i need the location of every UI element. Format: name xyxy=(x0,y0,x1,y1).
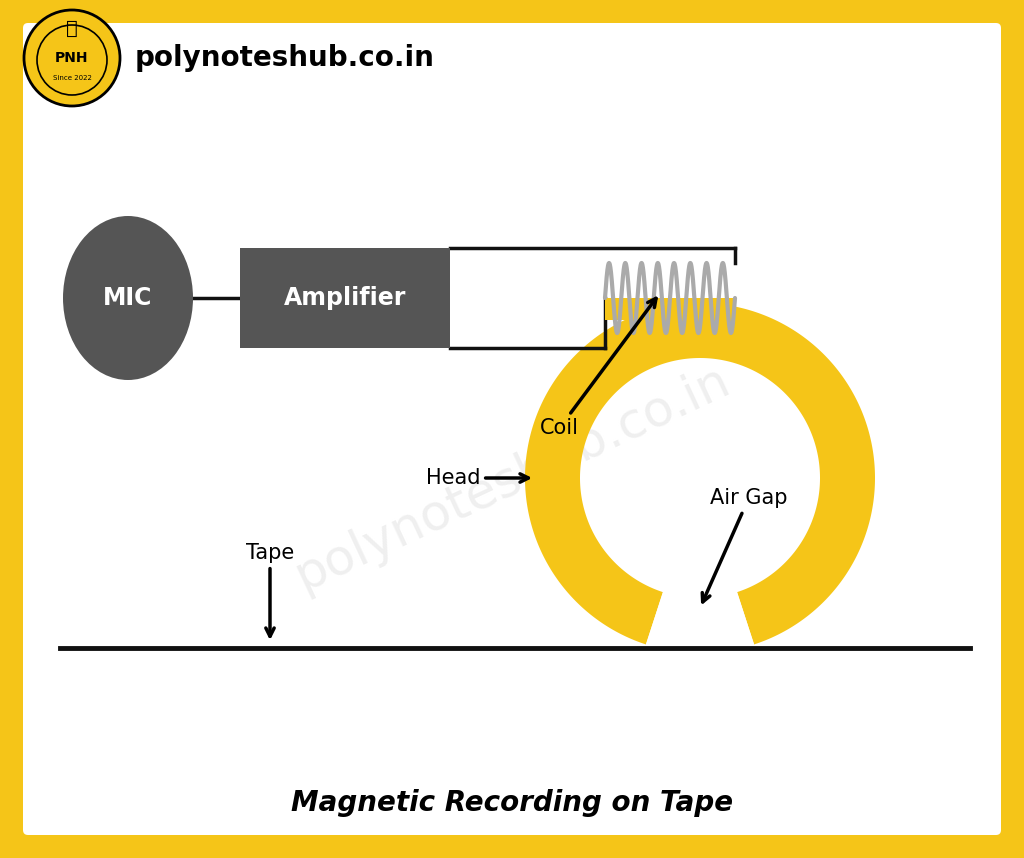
Circle shape xyxy=(24,10,120,106)
Text: Amplifier: Amplifier xyxy=(284,286,407,310)
Text: Tape: Tape xyxy=(246,543,294,637)
Text: Air Gap: Air Gap xyxy=(702,488,787,602)
Text: Magnetic Recording on Tape: Magnetic Recording on Tape xyxy=(291,789,733,817)
Text: Head: Head xyxy=(426,468,528,488)
Text: MIC: MIC xyxy=(103,286,153,310)
Text: PNH: PNH xyxy=(55,51,89,65)
FancyBboxPatch shape xyxy=(23,23,1001,835)
Ellipse shape xyxy=(63,216,193,380)
FancyBboxPatch shape xyxy=(240,248,450,348)
Text: Coil: Coil xyxy=(540,299,656,438)
Polygon shape xyxy=(525,303,874,644)
Text: polynoteshub.co.in: polynoteshub.co.in xyxy=(287,356,737,600)
Polygon shape xyxy=(646,592,754,653)
Circle shape xyxy=(37,25,106,95)
Text: 🎓: 🎓 xyxy=(67,19,78,38)
Text: Since 2022: Since 2022 xyxy=(52,75,91,81)
FancyBboxPatch shape xyxy=(605,298,735,320)
Text: polynoteshub.co.in: polynoteshub.co.in xyxy=(135,44,435,72)
